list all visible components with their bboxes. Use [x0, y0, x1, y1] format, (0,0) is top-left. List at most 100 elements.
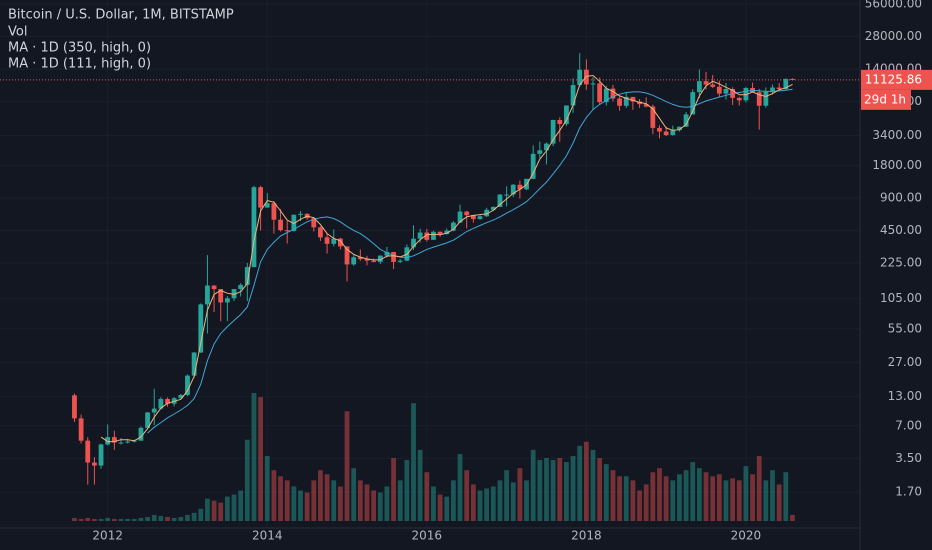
volume-bar [683, 470, 689, 521]
candle-body [484, 209, 490, 217]
candle-body [670, 130, 676, 136]
y-tick-label: 450.00 [880, 223, 922, 237]
y-tick-label: 1.70 [895, 485, 922, 499]
candle-body [570, 85, 576, 106]
volume-bar [371, 490, 377, 521]
candle-body [264, 203, 270, 208]
volume-bar [178, 516, 184, 521]
volume-bar [597, 458, 603, 521]
y-tick-label: 13.00 [888, 389, 922, 403]
candle-body [125, 441, 131, 443]
volume-bar [171, 517, 177, 521]
candle-body [311, 218, 317, 228]
candle-body [477, 216, 483, 220]
volume-bar [723, 480, 729, 521]
last-price-box [861, 69, 932, 90]
candle-body [165, 398, 170, 404]
candle-body [424, 232, 430, 240]
candle-body [291, 214, 297, 231]
volume-bar [158, 515, 164, 521]
candle-body [344, 246, 350, 265]
volume-bar [318, 470, 323, 521]
candle-body [278, 219, 283, 231]
volume-bar [623, 476, 629, 521]
candle-body [72, 395, 77, 419]
candle-body [92, 462, 97, 466]
candle-body [783, 78, 789, 90]
candle-body [205, 285, 210, 305]
volume-bar [258, 397, 263, 521]
candle-body [211, 285, 217, 290]
volume-bar [417, 449, 423, 521]
volume-bar [530, 449, 536, 521]
candle-body [564, 105, 569, 125]
volume-bar [590, 449, 596, 521]
volume-bar [610, 470, 616, 521]
grid [0, 0, 860, 528]
candle-body [643, 104, 649, 107]
volume-bar [690, 462, 696, 521]
volume-bar [384, 486, 390, 521]
volume-bar [92, 518, 97, 521]
candle-body [258, 187, 263, 208]
y-tick-label: 3400.00 [872, 128, 922, 142]
candle-body [284, 230, 290, 232]
y-tick-label: 55.00 [888, 322, 922, 336]
candle-body [451, 222, 456, 231]
candle-body [510, 184, 516, 195]
volume-bar [165, 516, 170, 521]
volume-bar [224, 496, 230, 521]
x-tick-label: 2012 [92, 529, 123, 543]
volume-bar [544, 458, 549, 521]
candle-body [716, 86, 722, 94]
volume-bar [337, 486, 343, 521]
candle-body [98, 444, 104, 466]
volume-bar [736, 480, 742, 521]
volume-bar [470, 484, 476, 521]
candle-body [331, 238, 337, 244]
volume-bar [344, 411, 350, 521]
volume-bar [750, 474, 755, 521]
volume-bar [78, 518, 84, 521]
volume-bar [457, 453, 463, 521]
volume-bar [397, 480, 403, 521]
volume-bar [111, 518, 117, 521]
candle-body [118, 442, 124, 444]
candle-body [650, 106, 656, 128]
volume-bar [490, 486, 496, 521]
volume-bar [696, 468, 702, 521]
candle-body [530, 153, 536, 179]
volume-bar [783, 472, 789, 521]
candle-body [657, 127, 662, 132]
candle-body [185, 375, 190, 395]
candle-body [391, 252, 396, 262]
candle-body [623, 96, 629, 106]
volume-bar [264, 455, 270, 521]
volume-bar [364, 484, 370, 521]
candle-body [238, 284, 244, 290]
volume-layer [72, 393, 795, 521]
volume-bar [756, 455, 762, 521]
candle-body [763, 91, 769, 106]
candle-body [630, 96, 636, 102]
candle-body [610, 88, 616, 99]
volume-bar [131, 518, 137, 521]
volume-bar [763, 480, 769, 521]
y-tick-label: 56000.00 [865, 0, 922, 11]
volume-bar [125, 518, 131, 521]
candle-body [696, 81, 702, 93]
volume-bar [251, 393, 257, 521]
volume-bar [291, 486, 297, 521]
ma-layer [100, 74, 793, 443]
candle-body [158, 398, 164, 409]
candle-body [703, 81, 709, 85]
volume-bar [557, 458, 563, 521]
volume-bar [577, 445, 583, 521]
volume-bar [663, 476, 669, 521]
volume-bar [284, 480, 290, 521]
candle-body [544, 143, 549, 151]
volume-bar [238, 490, 244, 521]
candle-body [357, 257, 363, 260]
candle-body [637, 101, 642, 105]
